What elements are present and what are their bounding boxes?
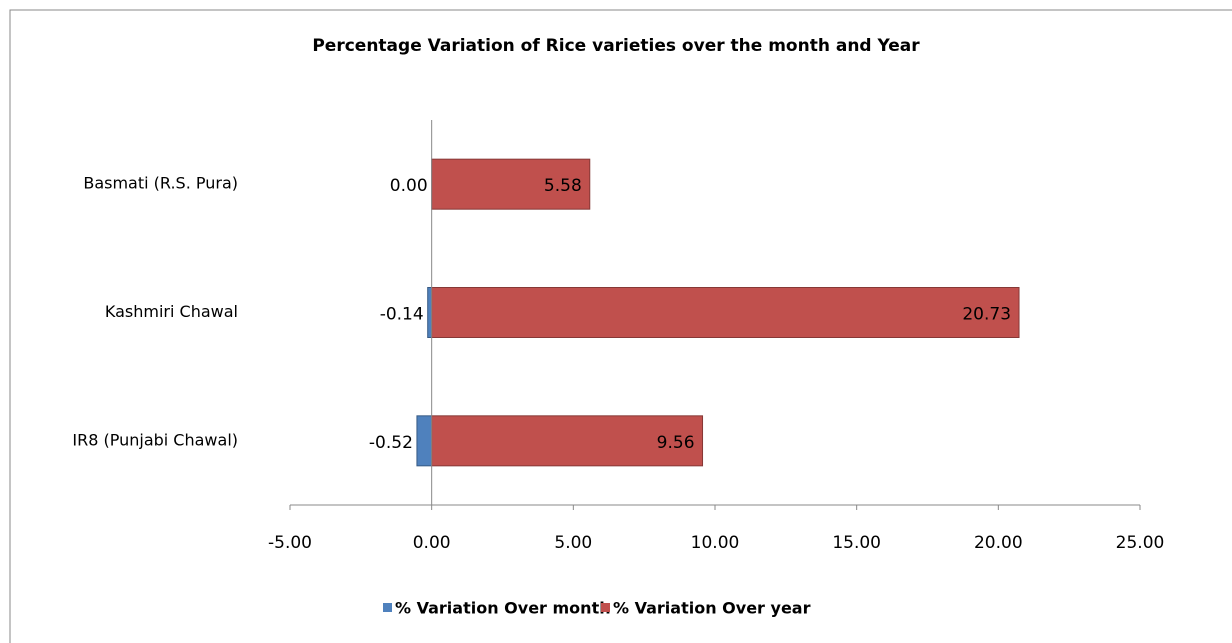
legend-swatch: [601, 603, 610, 612]
chart-title: Percentage Variation of Rice varieties o…: [312, 36, 920, 56]
bar: [427, 287, 433, 338]
x-tick-label: -5.00: [268, 533, 312, 553]
y-tick-label: IR8 (Punjabi Chawal): [72, 430, 238, 449]
bar: [416, 415, 433, 467]
y-tick-label: Basmati (R.S. Pura): [83, 174, 238, 193]
x-tick-label: 25.00: [1116, 533, 1165, 553]
x-tick-label: 5.00: [554, 533, 592, 553]
data-label: 0.00: [390, 176, 428, 196]
x-tick-label: 15.00: [832, 533, 881, 553]
x-tick-label: 20.00: [974, 533, 1023, 553]
legend-label: % Variation Over month: [395, 599, 611, 618]
bar: [431, 415, 704, 467]
bar: [431, 158, 591, 210]
y-tick-label: Kashmiri Chawal: [105, 302, 238, 321]
x-tick-label: 10.00: [691, 533, 740, 553]
legend-swatch: [383, 603, 392, 612]
data-label: 5.58: [544, 176, 582, 196]
data-label: -0.14: [380, 305, 424, 325]
data-label: -0.52: [369, 433, 413, 453]
legend-label: % Variation Over year: [613, 599, 811, 618]
data-label: 20.73: [962, 305, 1011, 325]
bar: [431, 287, 1020, 338]
x-tick-label: 0.00: [413, 533, 451, 553]
data-label: 9.56: [657, 433, 695, 453]
